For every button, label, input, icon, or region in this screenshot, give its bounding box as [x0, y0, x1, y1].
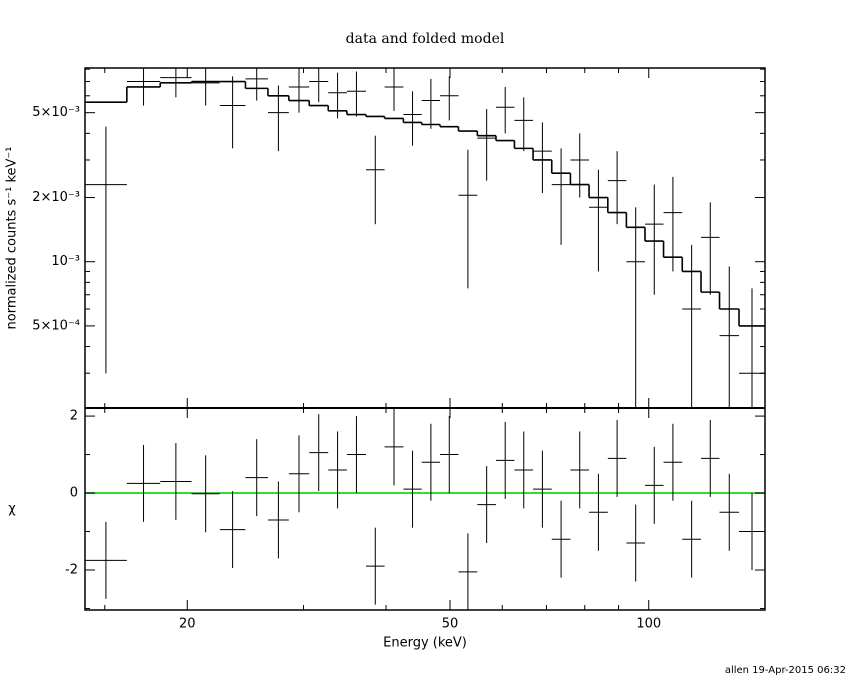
spectrum-panel	[85, 68, 765, 408]
x-tick-label: 50	[442, 617, 459, 632]
y-tick-label: 2	[70, 409, 78, 424]
y-tick-label: -2	[65, 562, 78, 577]
axes: 5×10⁻³2×10⁻³10⁻³5×10⁻⁴20-220 50 100	[32, 68, 765, 632]
footer: allen 19-Apr-2015 06:32	[725, 665, 846, 676]
y-tick-label: 5×10⁻⁴	[32, 318, 80, 333]
x-axis-label: Energy (keV)	[383, 636, 467, 651]
x-tick-label: 100	[636, 617, 661, 632]
residual-axis-label: χ	[8, 502, 16, 517]
residual-panel	[85, 408, 765, 610]
y-tick-label: 10⁻³	[51, 254, 80, 269]
x-tick-label: 20	[179, 617, 196, 632]
chart-title: data and folded model	[346, 31, 505, 47]
y-tick-label: 5×10⁻³	[32, 105, 80, 120]
y-tick-label: 0	[70, 486, 78, 501]
y-tick-label: 2×10⁻³	[32, 190, 80, 205]
frame	[84, 67, 766, 611]
y-axis-label: normalized counts s⁻¹ keV⁻¹	[5, 147, 20, 330]
